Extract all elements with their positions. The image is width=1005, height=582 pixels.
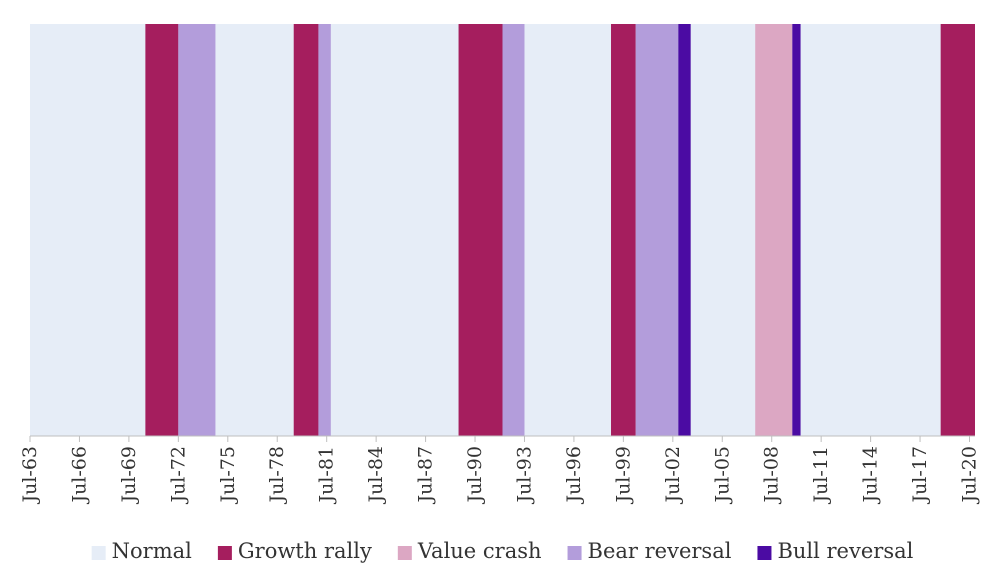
band-bear-reversal-7 xyxy=(635,24,679,436)
x-tick-label: Jul-96 xyxy=(563,446,585,505)
legend-label: Normal xyxy=(112,539,192,563)
x-tick-label: Jul-93 xyxy=(513,446,535,505)
x-tick-label: Jul-05 xyxy=(711,446,733,505)
x-tick-label: Jul-81 xyxy=(316,446,338,505)
legend-item-normal: Normal xyxy=(91,539,192,563)
legend-item-bear-reversal: Bear reversal xyxy=(567,539,732,563)
x-tick-label: Jul-14 xyxy=(860,446,882,505)
x-tick-label: Jul-66 xyxy=(68,446,90,505)
x-tick-label: Jul-99 xyxy=(612,446,634,505)
legend-item-bull-reversal: Bull reversal xyxy=(757,539,914,563)
legend-item-growth-rally: Growth rally xyxy=(217,539,372,563)
band-bull-reversal-8 xyxy=(678,24,691,436)
legend-item-value-crash: Value crash xyxy=(397,539,542,563)
x-tick-label: Jul-72 xyxy=(167,446,189,505)
legend-swatch xyxy=(757,546,772,560)
band-value-crash-9 xyxy=(755,24,793,436)
x-tick-label: Jul-11 xyxy=(810,446,832,505)
x-tick-label: Jul-63 xyxy=(19,446,41,505)
legend-swatch xyxy=(567,546,582,560)
band-growth-rally-2 xyxy=(293,24,319,436)
x-tick-label: Jul-17 xyxy=(909,446,931,505)
band-growth-rally-4 xyxy=(458,24,503,436)
x-tick-label: Jul-90 xyxy=(464,446,486,505)
x-tick-label: Jul-87 xyxy=(415,446,437,505)
x-tick-label: Jul-20 xyxy=(959,446,981,505)
legend-label: Bull reversal xyxy=(777,539,913,563)
legend-label: Bear reversal xyxy=(588,539,732,563)
legend-label: Value crash xyxy=(417,539,542,563)
legend-swatch xyxy=(397,546,412,560)
legend-label: Growth rally xyxy=(238,539,372,563)
band-bear-reversal-1 xyxy=(178,24,216,436)
band-bull-reversal-10 xyxy=(792,24,801,436)
band-growth-rally-11 xyxy=(940,24,975,436)
x-tick-label: Jul-69 xyxy=(118,446,140,505)
regime-bands xyxy=(145,24,975,436)
x-tick-label: Jul-08 xyxy=(761,446,783,505)
legend-swatch xyxy=(91,546,106,560)
x-tick-label: Jul-84 xyxy=(365,446,387,505)
legend-swatch xyxy=(217,546,232,560)
band-bear-reversal-3 xyxy=(318,24,331,436)
band-growth-rally-0 xyxy=(145,24,179,436)
x-tick-label: Jul-02 xyxy=(662,446,684,505)
band-growth-rally-6 xyxy=(611,24,636,436)
x-tick-label: Jul-75 xyxy=(217,446,239,505)
x-axis: Jul-63 Jul-66 Jul-69 Jul-72 Jul-75 Jul-78 Jul-… xyxy=(19,435,981,505)
band-bear-reversal-5 xyxy=(502,24,525,436)
legend: Normal Growth rally Value crash Bear revers… xyxy=(91,539,914,563)
x-tick-label: Jul-78 xyxy=(266,446,288,505)
